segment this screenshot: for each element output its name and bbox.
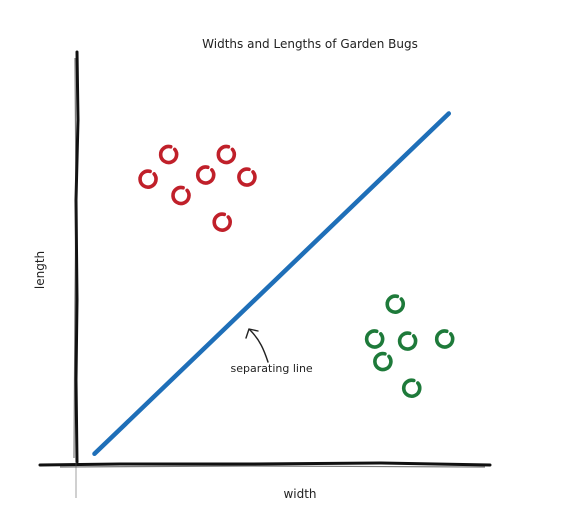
separating-line-edge [95, 111, 451, 453]
point-series-0-6 [212, 212, 232, 232]
separating-line [92, 111, 452, 457]
point-series-0-5 [171, 185, 191, 206]
annotation-label: separating line [231, 362, 313, 375]
y-axis [74, 50, 80, 464]
point-series-1-0 [385, 294, 405, 314]
point-series-1-2 [397, 331, 418, 351]
x-axis-label: width [283, 487, 316, 501]
point-series-0-1 [216, 144, 237, 165]
point-series-1-5 [401, 378, 422, 398]
point-series-1-1 [364, 329, 385, 349]
y-axis-label: length [33, 251, 47, 289]
point-series-0-4 [237, 167, 257, 187]
chart-title: Widths and Lengths of Garden Bugs [202, 37, 418, 51]
x-axis-shadow [59, 465, 486, 468]
y-axis-shadow [73, 57, 77, 459]
point-series-1-3 [434, 329, 455, 349]
point-series-0-0 [158, 144, 179, 165]
points-layer [138, 144, 455, 398]
axes [38, 50, 492, 498]
point-series-0-2 [138, 169, 158, 189]
annotation-arrow [249, 329, 269, 363]
separating-line-layer [92, 111, 452, 457]
point-series-0-3 [195, 165, 216, 185]
x-axis [38, 461, 492, 467]
annotation-arrowhead [245, 328, 259, 339]
point-series-1-4 [373, 351, 393, 372]
